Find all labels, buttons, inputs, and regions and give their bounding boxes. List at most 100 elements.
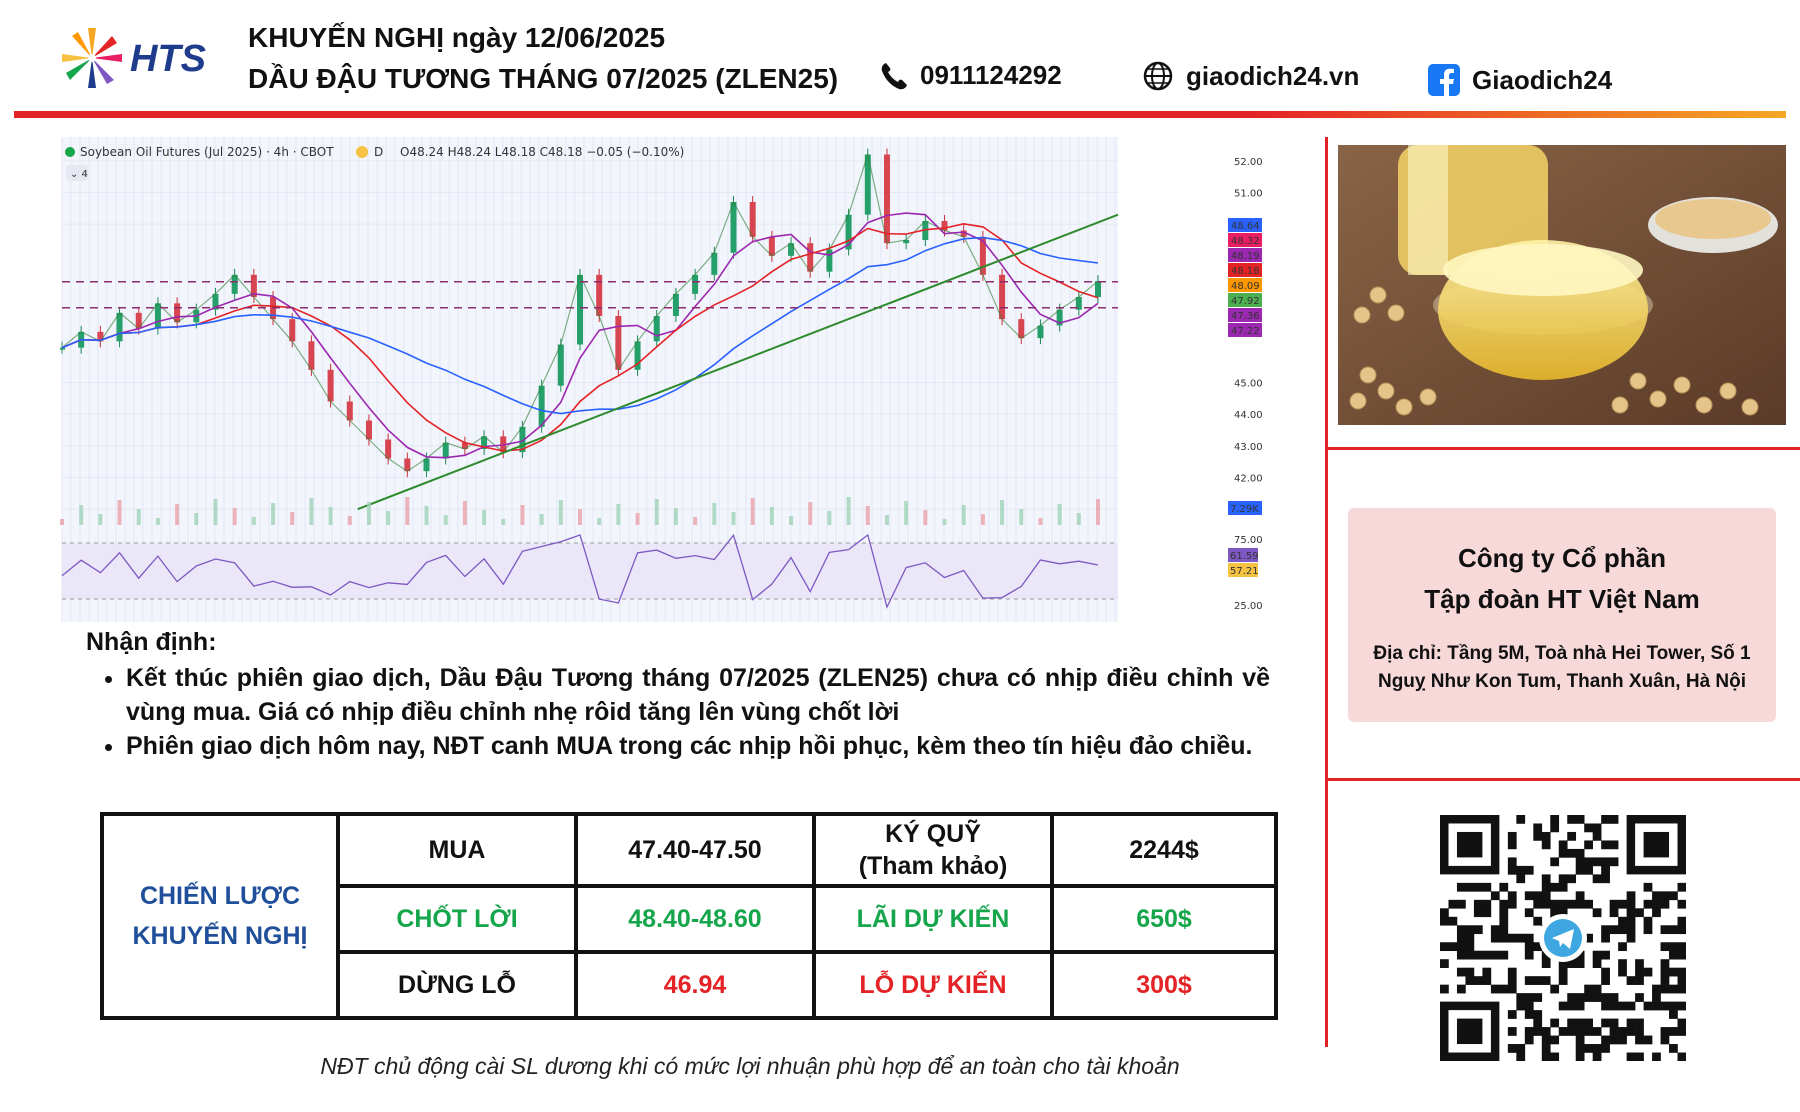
qr-module <box>1567 1018 1577 1028</box>
qr-module <box>1524 865 1534 875</box>
qr-module <box>1575 1018 1585 1028</box>
qr-module <box>1440 908 1449 918</box>
candle <box>116 312 123 342</box>
qr-module <box>1609 1018 1619 1028</box>
qr-module <box>1652 993 1661 1002</box>
qr-module <box>1601 950 1610 960</box>
volume-bar <box>539 514 544 525</box>
candle <box>577 274 583 345</box>
qr-module <box>1516 1001 1526 1011</box>
chart-legend-title: Soybean Oil Futures (Jul 2025) · 4h · CB… <box>80 145 334 159</box>
qr-module <box>1499 950 1509 960</box>
website-link[interactable]: giaodich24.vn <box>1142 60 1359 92</box>
qr-module <box>1524 993 1534 1002</box>
volume-bar <box>769 507 774 525</box>
y-tick-label: 51.00 <box>1234 189 1263 200</box>
qr-module <box>1507 1044 1517 1053</box>
qr-module <box>1677 950 1687 960</box>
qr-module <box>1643 899 1653 909</box>
qr-module <box>1677 942 1687 952</box>
facebook-link[interactable]: Giaodich24 <box>1428 64 1612 96</box>
qr-module <box>1507 865 1517 875</box>
candle <box>864 154 871 215</box>
strategy-table: CHIẾN LƯỢC KHUYẾN NGHỊ MUA 47.40-47.50 K… <box>100 812 1278 1020</box>
qr-module <box>1541 874 1551 884</box>
qr-module <box>1609 840 1619 850</box>
price-badge <box>1228 263 1262 277</box>
qr-module <box>1626 899 1636 909</box>
qr-module <box>1507 899 1517 909</box>
volume-bar <box>884 515 889 525</box>
qr-module <box>1652 984 1661 994</box>
hts-flower-icon <box>62 28 122 88</box>
volume-bar <box>443 515 448 525</box>
price-badge-label: 47.92 <box>1231 296 1260 307</box>
candle <box>749 202 756 237</box>
expected-loss-value: 300$ <box>1050 950 1278 1020</box>
qr-module <box>1660 1001 1670 1011</box>
globe-icon <box>1143 61 1173 91</box>
volume-bar <box>865 506 870 525</box>
qr-module <box>1507 891 1517 901</box>
phone-contact[interactable]: 0911124292 <box>880 60 1062 91</box>
candle <box>557 344 564 386</box>
qr-module <box>1609 1001 1619 1011</box>
qr-module <box>1465 933 1475 943</box>
volume-bar <box>1076 513 1081 525</box>
price-badge <box>1228 293 1262 307</box>
candle <box>730 202 737 253</box>
price-badge-label: 47.36 <box>1231 311 1260 322</box>
qr-module <box>1456 984 1466 994</box>
qr-module <box>1584 933 1593 943</box>
qr-module <box>1533 916 1543 926</box>
qr-module <box>1567 899 1577 909</box>
qr-module <box>1575 815 1585 824</box>
qr-module <box>1533 823 1543 833</box>
qr-module <box>1635 1035 1644 1045</box>
qr-module <box>1558 874 1568 884</box>
qr-module <box>1660 1035 1670 1045</box>
candle <box>60 347 65 350</box>
qr-module <box>1533 942 1543 952</box>
qr-module <box>1473 976 1483 985</box>
qr-module <box>1618 1035 1627 1045</box>
qr-module <box>1516 874 1526 884</box>
qr-module <box>1601 933 1610 943</box>
candle <box>883 154 890 244</box>
qr-svg <box>1440 815 1687 1062</box>
ma-blue <box>61 236 1099 415</box>
candle <box>979 236 986 275</box>
volume-bar <box>980 514 985 525</box>
right-divider-1 <box>1328 447 1800 450</box>
qr-module <box>1473 950 1483 960</box>
qr-module <box>1567 815 1577 824</box>
qr-module <box>1660 899 1670 909</box>
qr-module <box>1660 942 1670 952</box>
candle <box>461 442 468 449</box>
qr-module <box>1626 925 1636 935</box>
price-chart[interactable]: 52.0051.0050.0045.0044.0043.0042.0041.00… <box>60 137 1300 622</box>
volume-bar <box>213 499 218 525</box>
analysis-bullet-2: Phiên giao dịch hôm nay, NĐT canh MUA tr… <box>126 729 1270 763</box>
qr-module <box>1524 1027 1534 1036</box>
qr-module <box>1609 857 1619 867</box>
qr-module <box>1558 959 1568 968</box>
rsi-tick-label: 75.00 <box>1234 535 1263 546</box>
candle <box>174 303 181 323</box>
qr-module <box>1440 984 1449 994</box>
candle <box>768 236 775 256</box>
volume-bar <box>194 513 199 525</box>
chart-svg[interactable]: 52.0051.0050.0045.0044.0043.0042.0041.00… <box>60 137 1300 622</box>
volume-bar <box>846 497 851 525</box>
qr-module <box>1677 882 1687 892</box>
qr-module <box>1533 993 1543 1002</box>
price-badge-label: 48.64 <box>1231 221 1260 232</box>
qr-module <box>1618 959 1627 968</box>
qr-module <box>1465 942 1475 952</box>
qr-module <box>1669 942 1678 952</box>
rsi-badge-label: 57.21 <box>1230 566 1259 577</box>
volume-bar <box>635 513 640 525</box>
telegram-qr-code[interactable] <box>1440 815 1687 1062</box>
qr-module <box>1677 1001 1687 1011</box>
margin-label-line2: (Tham khảo) <box>858 852 1008 880</box>
